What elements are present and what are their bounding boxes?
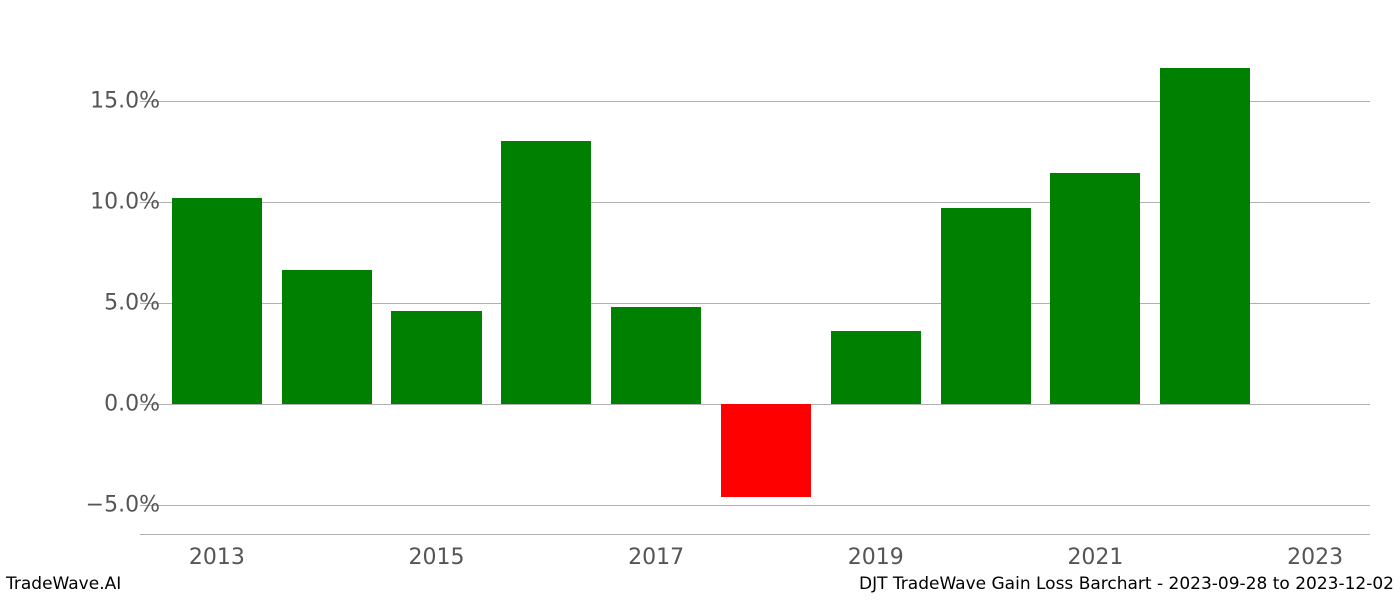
ytick-label: 5.0% [60, 290, 160, 315]
xtick-label: 2019 [848, 545, 904, 570]
xtick-label: 2013 [189, 545, 245, 570]
xtick-label: 2021 [1067, 545, 1123, 570]
bar [831, 331, 921, 404]
xtick-label: 2017 [628, 545, 684, 570]
xtick-label: 2023 [1287, 545, 1343, 570]
ytick-label: 15.0% [60, 88, 160, 113]
bar [1160, 68, 1250, 403]
bar [611, 307, 701, 404]
footer-caption: DJT TradeWave Gain Loss Barchart - 2023-… [859, 574, 1394, 594]
footer-brand: TradeWave.AI [6, 574, 121, 594]
chart-plot-area [140, 40, 1370, 535]
bar [282, 270, 372, 403]
bar [941, 208, 1031, 404]
xtick-label: 2015 [409, 545, 465, 570]
ytick-label: 10.0% [60, 189, 160, 214]
gridline [140, 505, 1370, 506]
ytick-label: −5.0% [60, 492, 160, 517]
ytick-label: 0.0% [60, 391, 160, 416]
bar [1050, 173, 1140, 403]
bar [391, 311, 481, 404]
bar [721, 404, 811, 497]
plot-surface [140, 40, 1370, 535]
bar [172, 198, 262, 404]
bar [501, 141, 591, 404]
